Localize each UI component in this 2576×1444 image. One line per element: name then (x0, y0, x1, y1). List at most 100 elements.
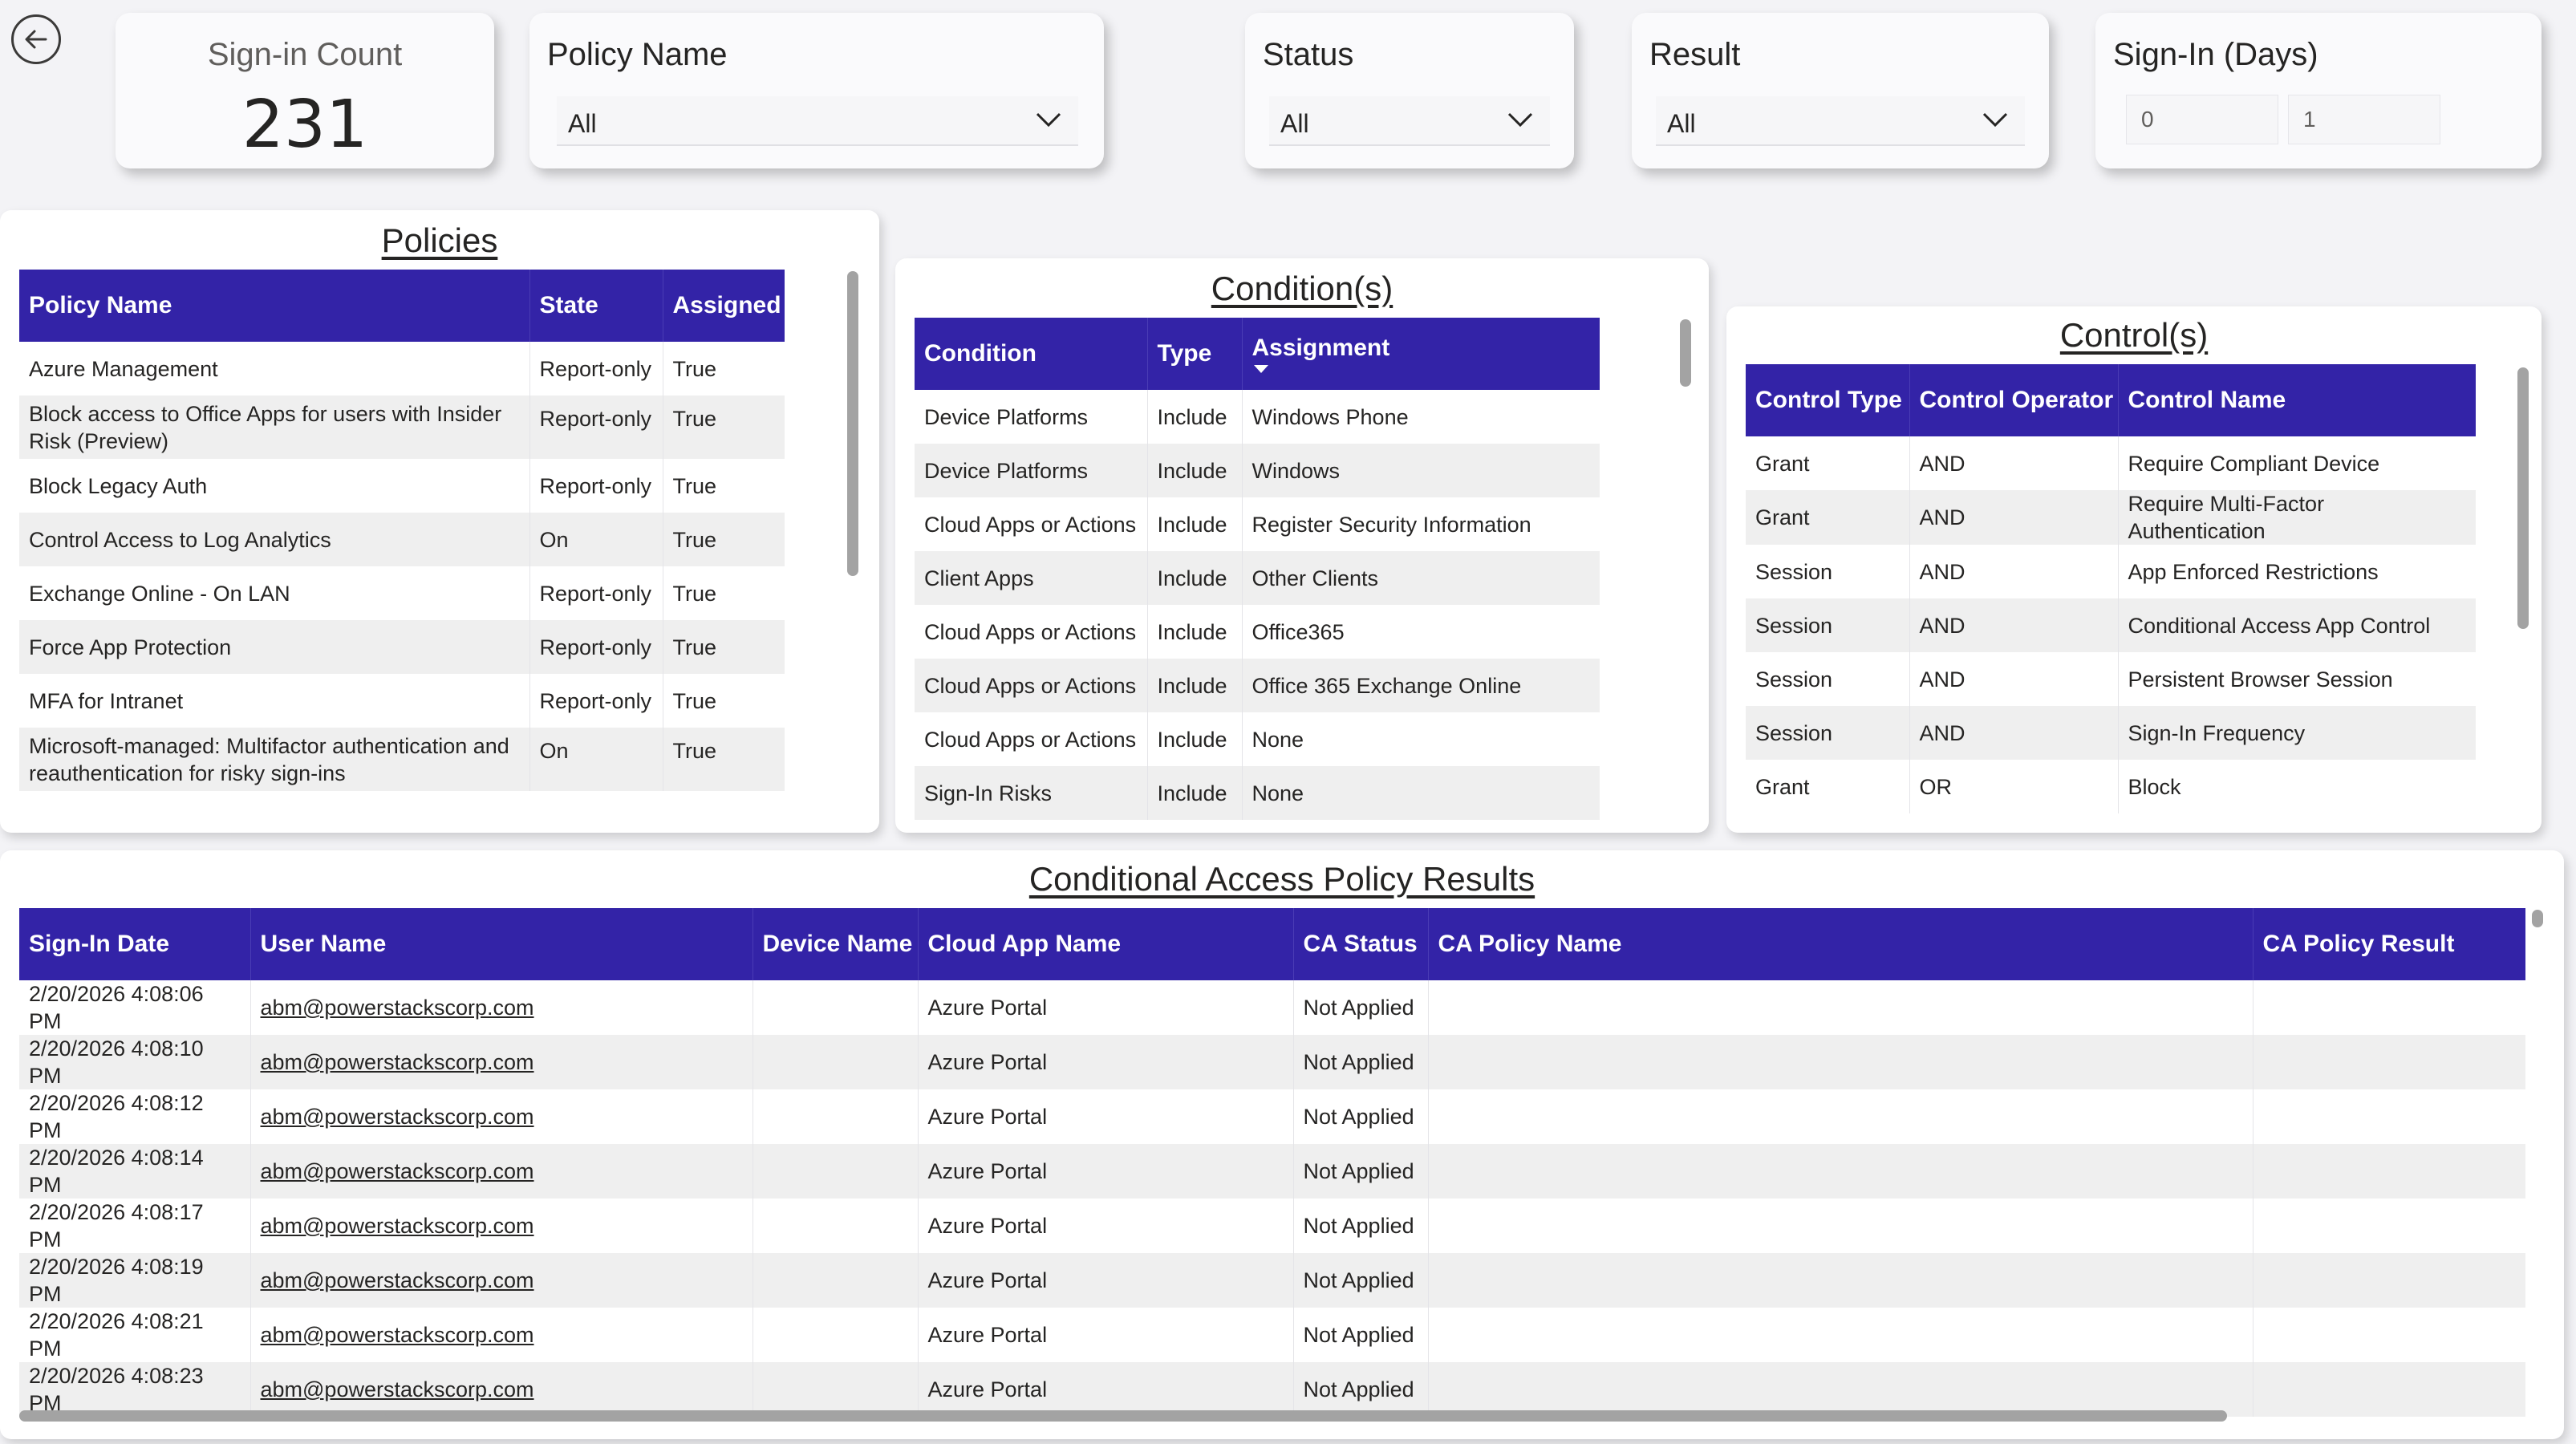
table-cell (753, 1144, 919, 1199)
table-row[interactable]: Control Access to Log Analytics On True (19, 513, 785, 566)
user-link[interactable]: abm@powerstackscorp.com (260, 1159, 534, 1183)
horizontal-scrollbar[interactable] (19, 1410, 2227, 1422)
user-link[interactable]: abm@powerstackscorp.com (260, 1050, 534, 1074)
column-header[interactable]: Assignment (1242, 318, 1600, 390)
table-cell: Office 365 Exchange Online (1242, 659, 1600, 712)
column-header[interactable]: Sign-In Date (19, 908, 251, 980)
chevron-down-icon (1982, 112, 2008, 128)
table-row[interactable]: 2/20/2026 4:08:19 PM abm@powerstackscorp.… (19, 1253, 2525, 1308)
dropdown-value: All (1667, 109, 1696, 138)
table-row[interactable]: Device Platforms Include Windows Phone (915, 390, 1600, 444)
table-cell (753, 980, 919, 1035)
vertical-scrollbar[interactable] (847, 271, 858, 576)
user-link[interactable]: abm@powerstackscorp.com (260, 1377, 534, 1401)
column-header[interactable]: Control Name (2118, 364, 2476, 436)
table-cell: abm@powerstackscorp.com (250, 1144, 753, 1199)
table-row[interactable]: 2/20/2026 4:08:10 PM abm@powerstackscorp.… (19, 1035, 2525, 1089)
table-row[interactable]: Session AND App Enforced Restrictions (1746, 545, 2476, 598)
table-cell: 2/20/2026 4:08:14 PM (19, 1144, 251, 1199)
sign-in-count-card: Sign-in Count 231 (116, 13, 494, 168)
table-cell: Grant (1746, 490, 1910, 545)
column-header[interactable]: Cloud App Name (918, 908, 1294, 980)
result-dropdown[interactable]: All (1656, 96, 2025, 146)
table-row[interactable]: Session AND Persistent Browser Session (1746, 652, 2476, 706)
panel-title: Policies (381, 221, 498, 259)
table-cell: AND (1909, 598, 2119, 652)
table-row[interactable]: 2/20/2026 4:08:12 PM abm@powerstackscorp.… (19, 1089, 2525, 1144)
table-cell: Azure Portal (918, 1089, 1294, 1144)
table-row[interactable]: Block access to Office Apps for users wi… (19, 395, 785, 459)
table-row[interactable]: 2/20/2026 4:08:17 PM abm@powerstackscorp.… (19, 1199, 2525, 1253)
chevron-down-icon (1036, 112, 1061, 128)
table-row[interactable]: Client Apps Include Other Clients (915, 551, 1600, 605)
table-row[interactable]: Force App Protection Report-only True (19, 620, 785, 674)
column-header[interactable]: State (529, 270, 663, 342)
result-slicer: Result All (1632, 13, 2049, 168)
table-row[interactable]: Grant OR Block (1746, 760, 2476, 813)
table-cell: Include (1147, 497, 1243, 551)
table-cell: Include (1147, 390, 1243, 444)
table-cell: 2/20/2026 4:08:12 PM (19, 1089, 251, 1144)
column-header[interactable]: Policy Name (19, 270, 530, 342)
table-row[interactable]: Cloud Apps or Actions Include Office365 (915, 605, 1600, 659)
user-link[interactable]: abm@powerstackscorp.com (260, 996, 534, 1020)
column-header[interactable]: CA Policy Result (2253, 908, 2525, 980)
back-button[interactable] (11, 14, 61, 64)
column-header[interactable]: Device Name (753, 908, 919, 980)
table-row[interactable]: Microsoft-managed: Multifactor authentic… (19, 728, 785, 791)
user-link[interactable]: abm@powerstackscorp.com (260, 1268, 534, 1292)
table-cell: abm@powerstackscorp.com (250, 1035, 753, 1089)
table-row[interactable]: Cloud Apps or Actions Include None (915, 712, 1600, 766)
table-cell: Device Platforms (915, 444, 1148, 497)
user-link[interactable]: abm@powerstackscorp.com (260, 1323, 534, 1347)
column-header[interactable]: User Name (250, 908, 753, 980)
policy-name-dropdown[interactable]: All (557, 96, 1078, 146)
column-header[interactable]: Control Operator (1909, 364, 2119, 436)
table-row[interactable]: Session AND Sign-In Frequency (1746, 706, 2476, 760)
table-cell: Report-only (529, 342, 663, 395)
table-cell: 2/20/2026 4:08:23 PM (19, 1362, 251, 1417)
column-header[interactable]: Condition (915, 318, 1148, 390)
user-link[interactable]: abm@powerstackscorp.com (260, 1105, 534, 1129)
table-row[interactable]: 2/20/2026 4:08:23 PM abm@powerstackscorp.… (19, 1362, 2525, 1417)
table-row[interactable]: Cloud Apps or Actions Include Office 365 E… (915, 659, 1600, 712)
table-cell: Not Applied (1293, 1253, 1429, 1308)
table-cell: Windows Phone (1242, 390, 1600, 444)
range-min-input[interactable]: 0 (2126, 95, 2278, 144)
column-header[interactable]: CA Policy Name (1428, 908, 2253, 980)
column-header[interactable]: CA Status (1293, 908, 1429, 980)
vertical-scrollbar[interactable] (1680, 319, 1691, 387)
status-dropdown[interactable]: All (1269, 96, 1550, 146)
table-row[interactable]: Sign-In Risks Include None (915, 766, 1600, 820)
table-cell: Report-only (529, 620, 663, 674)
table-cell: OR (1909, 760, 2119, 813)
column-header[interactable]: Type (1147, 318, 1243, 390)
table-row[interactable]: 2/20/2026 4:08:21 PM abm@powerstackscorp.… (19, 1308, 2525, 1362)
table-row[interactable]: Block Legacy Auth Report-only True (19, 459, 785, 513)
table-row[interactable]: Session AND Conditional Access App Control (1746, 598, 2476, 652)
table-cell: Force App Protection (19, 620, 530, 674)
vertical-scrollbar[interactable] (2532, 910, 2543, 927)
table-row[interactable]: Cloud Apps or Actions Include Register Sec… (915, 497, 1600, 551)
table-row[interactable]: Exchange Online - On LAN Report-only True (19, 566, 785, 620)
table-cell: Grant (1746, 760, 1910, 813)
vertical-scrollbar[interactable] (2517, 367, 2529, 629)
table-cell: Other Clients (1242, 551, 1600, 605)
range-max-input[interactable]: 1 (2288, 95, 2440, 144)
column-header[interactable]: Assigned (663, 270, 785, 342)
table-cell: Azure Portal (918, 1308, 1294, 1362)
table-row[interactable]: Device Platforms Include Windows (915, 444, 1600, 497)
table-row[interactable]: Azure Management Report-only True (19, 342, 785, 395)
table-cell (1428, 1089, 2253, 1144)
table-row[interactable]: MFA for Intranet Report-only True (19, 674, 785, 728)
table-cell: abm@powerstackscorp.com (250, 1253, 753, 1308)
table-cell: Include (1147, 712, 1243, 766)
table-row[interactable]: 2/20/2026 4:08:06 PM abm@powerstackscorp.… (19, 980, 2525, 1035)
table-header-row: Control Type Control Operator Control Na… (1746, 364, 2476, 436)
table-row[interactable]: Grant AND Require Compliant Device (1746, 436, 2476, 490)
table-row[interactable]: Grant AND Require Multi-Factor Authenticat… (1746, 490, 2476, 545)
table-cell: abm@powerstackscorp.com (250, 1199, 753, 1253)
table-row[interactable]: 2/20/2026 4:08:14 PM abm@powerstackscorp.… (19, 1144, 2525, 1199)
column-header[interactable]: Control Type (1746, 364, 1910, 436)
user-link[interactable]: abm@powerstackscorp.com (260, 1214, 534, 1238)
